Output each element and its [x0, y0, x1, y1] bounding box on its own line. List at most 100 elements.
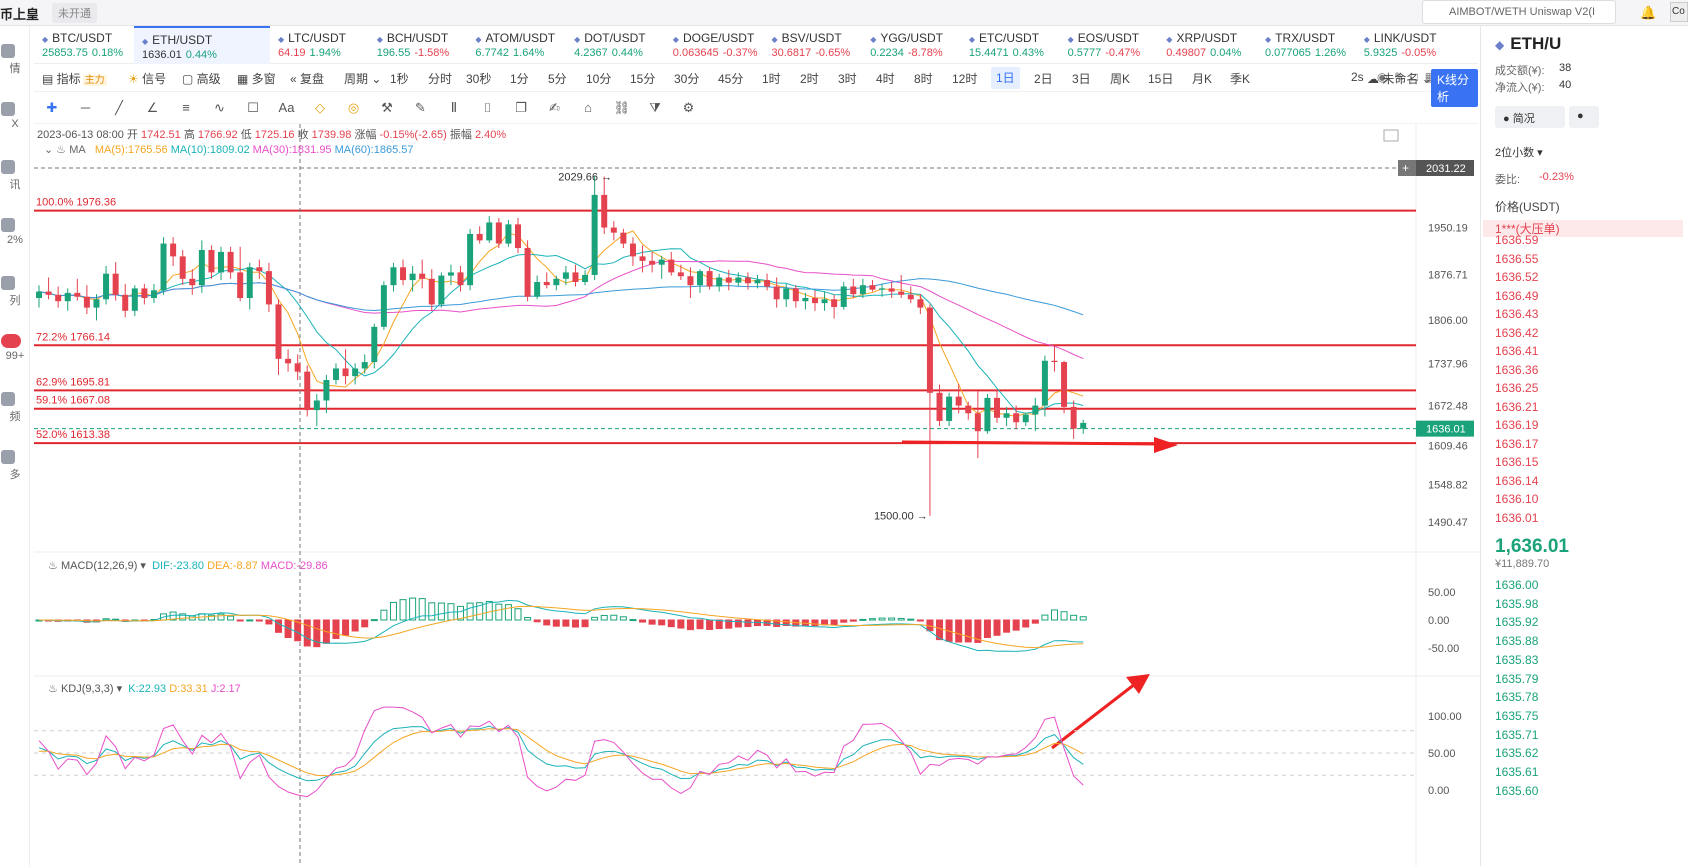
attach-icon[interactable]: ⛓: [613, 100, 631, 115]
fib-icon[interactable]: ◇: [315, 100, 325, 115]
bell-icon[interactable]: ♨: [48, 560, 58, 572]
bid-price[interactable]: 1635.98: [1495, 596, 1539, 611]
crosshair-icon[interactable]: ✚: [46, 100, 58, 115]
news-icon[interactable]: [1, 160, 15, 174]
left-nav-label[interactable]: 列: [9, 295, 21, 307]
interval-3[interactable]: 1分: [510, 72, 529, 86]
percent-icon[interactable]: [1, 218, 15, 232]
interval-16[interactable]: 2日: [1034, 72, 1053, 86]
trendline-icon[interactable]: ╱: [115, 100, 123, 115]
quote-icon[interactable]: [1, 44, 15, 58]
kline-analysis-button[interactable]: K线分析: [1431, 69, 1478, 107]
chevron-down-icon[interactable]: ▾: [140, 560, 146, 572]
bid-price[interactable]: 1635.78: [1495, 690, 1539, 705]
interval-19[interactable]: 15日: [1148, 72, 1174, 86]
angle-icon[interactable]: ∠: [146, 100, 159, 115]
multi-window-button[interactable]: ▦ 多窗: [237, 72, 276, 86]
ask-price[interactable]: 1636.15: [1495, 455, 1539, 469]
interval-18[interactable]: 周K: [1110, 72, 1131, 86]
left-nav-label[interactable]: 多: [9, 469, 21, 481]
user-button[interactable]: Co: [1670, 2, 1688, 22]
interval-10[interactable]: 2时: [800, 72, 819, 86]
ask-price[interactable]: 1636.49: [1495, 288, 1539, 303]
ask-price[interactable]: 1636.10: [1495, 492, 1539, 506]
bid-price[interactable]: 1635.60: [1495, 783, 1539, 798]
bid-price[interactable]: 1635.83: [1495, 652, 1539, 667]
box-icon[interactable]: ☐: [247, 100, 259, 115]
ask-price[interactable]: 1636.17: [1495, 436, 1539, 451]
more-icon[interactable]: [1, 450, 15, 464]
tab-ltc-usdt[interactable]: LTC/USDT 64.191.94%: [270, 26, 368, 64]
more-tab[interactable]: ●: [1569, 106, 1599, 128]
tab-ygg-usdt[interactable]: YGG/USDT 0.2234-8.78%: [862, 26, 960, 64]
pencil-icon[interactable]: ✎: [415, 100, 426, 115]
tab-btc-usdt[interactable]: BTC/USDT 25853.750.18%: [34, 26, 132, 64]
bid-price[interactable]: 1635.75: [1495, 708, 1539, 723]
filter-icon[interactable]: ⧩: [649, 100, 661, 115]
chevron-down-icon[interactable]: ▾: [116, 683, 123, 695]
ask-price[interactable]: 1636.59: [1495, 233, 1539, 247]
advanced-button[interactable]: ▢ 高级: [182, 72, 221, 86]
interval-6[interactable]: 15分: [630, 72, 656, 86]
bid-price[interactable]: 1635.62: [1495, 746, 1539, 761]
left-nav-label[interactable]: 情: [9, 63, 21, 75]
edit-icon[interactable]: ✍: [549, 100, 560, 115]
hline-icon[interactable]: ─: [80, 100, 91, 115]
interval-15[interactable]: 1日: [991, 67, 1020, 89]
tab-bch-usdt[interactable]: BCH/USDT 196.55-1.58%: [369, 26, 467, 64]
tab-eos-usdt[interactable]: EOS/USDT 0.5777-0.47%: [1060, 26, 1158, 64]
left-nav-label[interactable]: X: [11, 118, 19, 130]
magnet-icon[interactable]: ◎: [347, 100, 360, 115]
brush-icon[interactable]: ⚒: [381, 100, 393, 115]
settings-icon[interactable]: ⚙: [682, 100, 695, 115]
bid-price[interactable]: 1635.71: [1495, 727, 1539, 742]
ask-price[interactable]: 1636.42: [1495, 325, 1539, 340]
parallel-icon[interactable]: ≡: [182, 100, 190, 115]
list-icon[interactable]: [1, 276, 15, 290]
bell-icon[interactable]: ♨: [56, 144, 67, 156]
tab-bsv-usdt[interactable]: BSV/USDT 30.6817-0.65%: [764, 26, 862, 64]
lock-icon[interactable]: ⌷: [483, 100, 492, 115]
left-nav-label[interactable]: 讯: [9, 179, 21, 191]
video-icon[interactable]: [1, 392, 15, 406]
ask-price[interactable]: 1636.55: [1495, 251, 1539, 266]
x-icon[interactable]: [1, 102, 15, 116]
ask-price[interactable]: 1636.19: [1495, 418, 1539, 432]
interval-20[interactable]: 月K: [1192, 72, 1213, 86]
ask-price[interactable]: 1636.25: [1495, 381, 1539, 395]
text-icon[interactable]: Aa: [278, 100, 295, 115]
ask-price[interactable]: 1636.01: [1495, 510, 1539, 525]
bid-price[interactable]: 1635.79: [1495, 671, 1539, 686]
interval-17[interactable]: 3日: [1072, 72, 1091, 86]
interval-8[interactable]: 45分: [718, 72, 744, 86]
cloud-unnamed[interactable]: ☁ 未命名 ⌄: [1367, 72, 1432, 86]
bell-icon[interactable]: ♨: [48, 683, 58, 695]
bid-price[interactable]: 1635.61: [1495, 765, 1539, 779]
brief-tab[interactable]: ● 简况: [1495, 106, 1565, 128]
ask-price[interactable]: 1636.52: [1495, 270, 1539, 284]
interval-11[interactable]: 3时: [838, 72, 857, 86]
copy-icon[interactable]: ❐: [515, 100, 527, 115]
chevron-down-icon[interactable]: ⌄: [44, 144, 54, 156]
tab-eth-usdt[interactable]: ETH/USDT 1636.010.44%: [134, 26, 270, 64]
interval-13[interactable]: 8时: [914, 72, 933, 86]
tab-doge-usdt[interactable]: DOGE/USDT 0.063645-0.37%: [665, 26, 763, 64]
ask-price[interactable]: 1636.43: [1495, 307, 1539, 321]
interval-4[interactable]: 5分: [548, 72, 567, 86]
interval-21[interactable]: 季K: [1230, 72, 1251, 86]
interval-9[interactable]: 1时: [762, 72, 781, 86]
bid-price[interactable]: 1636.00: [1495, 578, 1539, 592]
bid-price[interactable]: 1635.92: [1495, 615, 1539, 630]
signal-button[interactable]: ☀ 信号: [128, 70, 166, 87]
left-nav-label[interactable]: 99+: [5, 350, 25, 362]
interval-12[interactable]: 4时: [876, 72, 895, 86]
not-open-badge[interactable]: 未开通: [52, 3, 97, 23]
search-input[interactable]: AIMBOT/WETH Uniswap V2(I: [1422, 0, 1616, 24]
left-nav-label[interactable]: 频: [9, 411, 21, 423]
interval-5[interactable]: 10分: [586, 72, 612, 86]
